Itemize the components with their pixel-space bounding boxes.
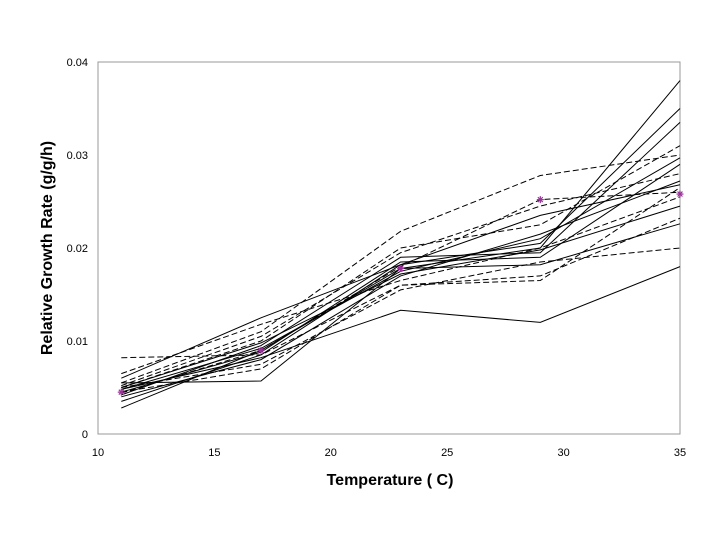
mean-marker: [257, 346, 265, 354]
y-tick-label: 0.01: [67, 336, 88, 348]
y-axis-title: Relative Growth Rate (g/g/h): [39, 141, 56, 355]
series-line-line-1: [121, 80, 681, 409]
series-line-line-3: [121, 122, 681, 396]
series-line-line-11: [121, 184, 681, 379]
y-tick-label: 0.04: [67, 57, 88, 69]
series-line-line-17: [121, 187, 681, 393]
plot-area: [97, 61, 681, 435]
plot-frame: [97, 61, 681, 435]
series-line-line-18: [121, 266, 681, 390]
series-line-line-14: [121, 217, 681, 359]
mean-marker: [117, 388, 125, 396]
x-axis-title: Temperature ( C): [327, 472, 454, 489]
x-axis-ticks: 10 15 20 25 30 35: [92, 447, 686, 459]
mean-marker: [676, 190, 684, 198]
y-tick-label: 0.02: [67, 243, 88, 255]
y-tick-label: 0.03: [67, 150, 88, 162]
series-line-line-2: [121, 108, 681, 402]
y-tick-label: 0: [82, 429, 88, 441]
series-layer: [117, 80, 684, 409]
series-line-line-16: [121, 247, 681, 388]
mean-marker: [397, 264, 405, 272]
y-axis-ticks: 0 0.01 0.02 0.03 0.04: [67, 57, 88, 441]
x-tick-label: 30: [557, 447, 569, 459]
series-line-line-7: [121, 163, 681, 393]
x-tick-label: 15: [208, 447, 220, 459]
series-line-line-12: [121, 196, 681, 375]
series-line-line-13: [121, 205, 681, 388]
series-line-line-10: [121, 191, 681, 394]
x-tick-label: 35: [674, 447, 686, 459]
x-tick-label: 20: [325, 447, 337, 459]
x-tick-label: 25: [441, 447, 453, 459]
series-line-line-5: [121, 154, 681, 384]
x-tick-label: 10: [92, 447, 104, 459]
series-line-line-8: [121, 173, 681, 387]
mean-marker: [536, 196, 544, 204]
